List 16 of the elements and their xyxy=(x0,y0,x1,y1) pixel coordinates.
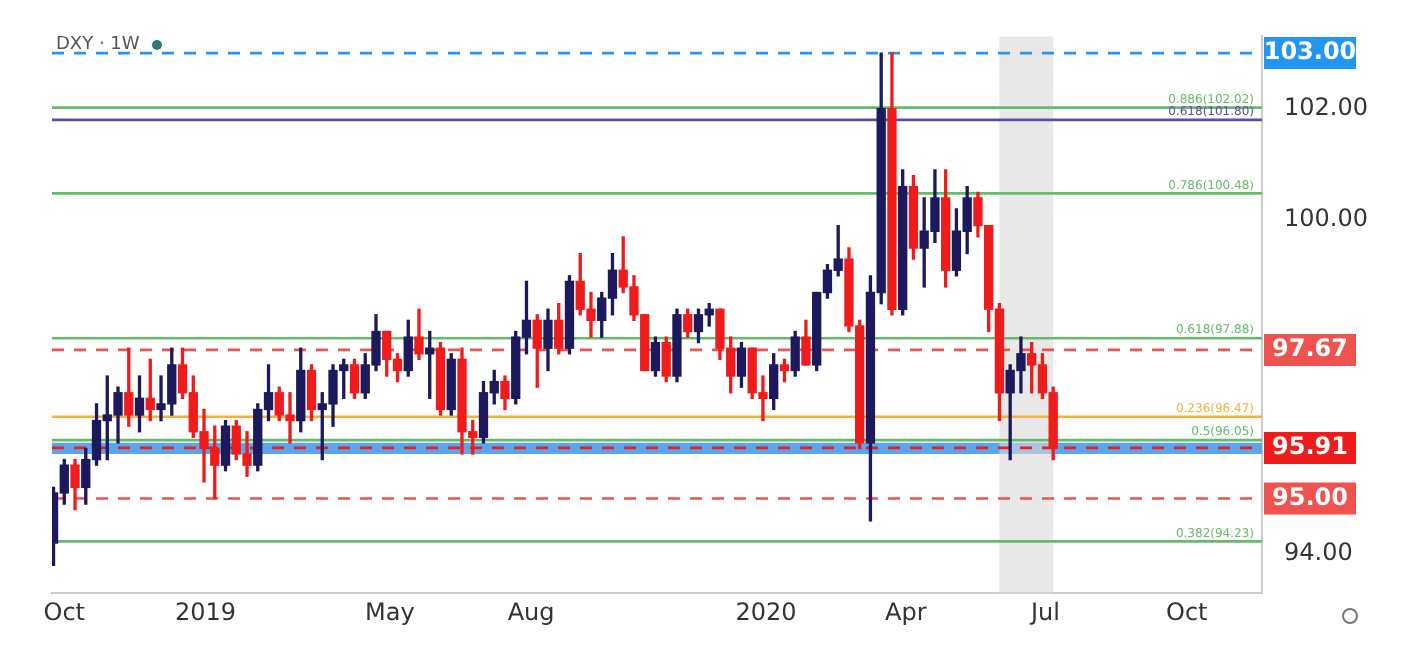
x-tick-label: Apr xyxy=(884,597,927,626)
y-tick-label: 100.00 xyxy=(1284,204,1368,233)
chart-title: DXY · 1W xyxy=(56,35,140,56)
ref-line-label: 103.00 xyxy=(1263,37,1357,66)
y-tick-label: 102.00 xyxy=(1284,93,1368,122)
y-tick-label: 94.00 xyxy=(1284,538,1353,567)
x-tick-label: Aug xyxy=(507,597,555,626)
x-tick-label: 2020 xyxy=(735,597,797,626)
x-tick-label: 2019 xyxy=(175,597,237,626)
ref-line-label: 95.00 xyxy=(1272,482,1348,511)
x-tick-label: Jul xyxy=(1029,597,1060,626)
x-tick-label: Oct xyxy=(43,597,86,626)
ref-line-label: 97.67 xyxy=(1272,334,1348,363)
ref-line-label: 95.91 xyxy=(1272,432,1348,461)
x-tick-label: Oct xyxy=(1166,597,1209,626)
x-tick-label: May xyxy=(365,597,415,626)
